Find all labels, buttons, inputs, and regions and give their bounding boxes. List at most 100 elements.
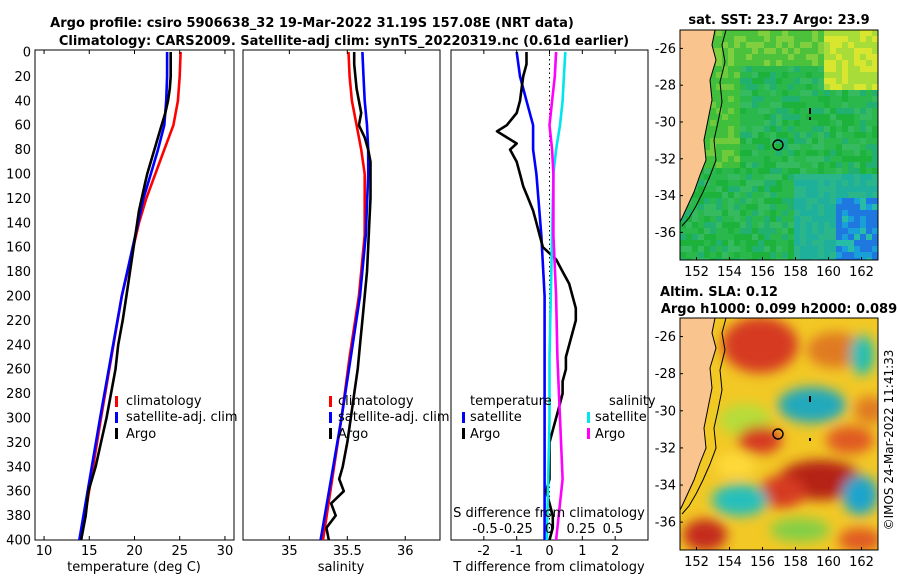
sst-cell (818, 216, 824, 222)
sst-cell (788, 168, 794, 174)
sst-cell (854, 144, 860, 150)
sst-cell (824, 132, 830, 138)
sst-cell (776, 30, 782, 36)
sst-cell (818, 60, 824, 66)
sst-cell (866, 66, 872, 72)
land (680, 30, 716, 222)
sst-cell (848, 198, 854, 204)
sst-cell (866, 252, 872, 258)
sst-map: sat. SST: 23.7 Argo: 23.9 152 154 156 158 16… (655, 13, 879, 280)
sst-cell (710, 228, 716, 234)
sst-cell (752, 204, 758, 210)
sst-cell (866, 60, 872, 66)
sst-cell (848, 138, 854, 144)
sst-cell (794, 216, 800, 222)
sst-cell (842, 144, 848, 150)
sst-cell (728, 240, 734, 246)
sst-cell (716, 120, 722, 126)
sst-cell (830, 180, 836, 186)
sst-cell (740, 108, 746, 114)
sst-cell (776, 216, 782, 222)
sst-cell (812, 132, 818, 138)
sst-cell (860, 144, 866, 150)
sst-cell (728, 222, 734, 228)
sst-cell (830, 174, 836, 180)
legend-label-s-satellite: satellite (595, 410, 647, 425)
sst-cell (860, 72, 866, 78)
sst-cell (740, 156, 746, 162)
sst-cell (710, 120, 716, 126)
sst-cell (728, 210, 734, 216)
sst-cell (842, 138, 848, 144)
sst-cell (698, 204, 704, 210)
sst-cell (866, 186, 872, 192)
sst-cell (758, 204, 764, 210)
sst-cell (764, 114, 770, 120)
sst-cell (734, 222, 740, 228)
sst-cell (836, 192, 842, 198)
sst-cell (854, 54, 860, 60)
series-line-argo (79, 52, 172, 540)
sst-cell (758, 36, 764, 42)
sst-cell (764, 174, 770, 180)
sst-cell (782, 138, 788, 144)
sst-cell (812, 42, 818, 48)
sst-cell (758, 54, 764, 60)
sst-cell (848, 132, 854, 138)
sst-cell (818, 186, 824, 192)
depth-tick-label: 40 (14, 94, 31, 109)
sst-cell (824, 138, 830, 144)
map-y-tick-label: -26 (655, 42, 676, 57)
sst-cell (728, 114, 734, 120)
sst-cell (728, 246, 734, 252)
sst-cell (824, 258, 830, 260)
x-tick-label: 36 (397, 544, 414, 559)
sst-cell (794, 168, 800, 174)
sst-cell (722, 258, 728, 260)
sst-cell (722, 156, 728, 162)
legend-swatch-t-argo (462, 428, 465, 439)
sst-cell (848, 102, 854, 108)
sst-cell (722, 186, 728, 192)
sst-cell (854, 126, 860, 132)
sst-cell (824, 42, 830, 48)
sst-cell (758, 156, 764, 162)
sst-cell (686, 210, 692, 216)
sla-map: Altim. SLA: 0.12 Argo h1000: 0.099 h2000… (655, 285, 897, 570)
sst-cell (812, 198, 818, 204)
sst-cell (746, 252, 752, 258)
sst-cell (836, 228, 842, 234)
sst-cell (872, 234, 878, 240)
sst-cell (710, 192, 716, 198)
sst-cell (812, 204, 818, 210)
sst-cell (746, 72, 752, 78)
sst-cell (794, 132, 800, 138)
map-x-tick-label: 162 (849, 555, 874, 570)
sst-cell (836, 114, 842, 120)
sst-cell (704, 204, 710, 210)
sst-cell (686, 258, 692, 260)
sst-cell (818, 84, 824, 90)
sst-cell (872, 72, 878, 78)
sst-cell (860, 102, 866, 108)
sst-cell (758, 198, 764, 204)
sst-cell (806, 210, 812, 216)
sst-cell (800, 162, 806, 168)
sst-cell (818, 222, 824, 228)
sst-cell (824, 162, 830, 168)
sst-cell (854, 66, 860, 72)
sst-cell (824, 228, 830, 234)
sst-cell (788, 228, 794, 234)
sst-cell (734, 180, 740, 186)
sst-cell (800, 234, 806, 240)
sst-cell (812, 96, 818, 102)
sst-cell (776, 108, 782, 114)
sst-cell (746, 90, 752, 96)
sst-cell (758, 222, 764, 228)
sst-cell (818, 42, 824, 48)
sst-cell (782, 102, 788, 108)
sst-cell (860, 120, 866, 126)
sst-cell (734, 246, 740, 252)
sst-cell (734, 240, 740, 246)
sst-cell (716, 54, 722, 60)
